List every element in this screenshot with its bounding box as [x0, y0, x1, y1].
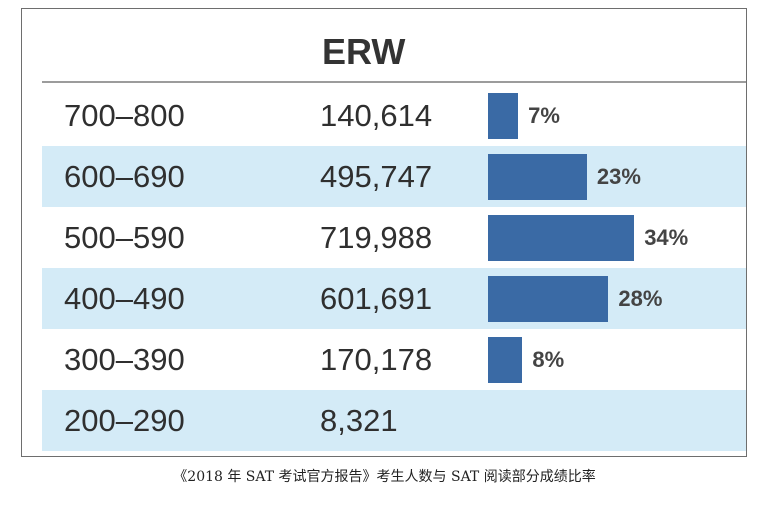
table-row: 700–800 140,614 7% [42, 85, 746, 146]
score-range-label: 400–490 [64, 281, 185, 316]
table-row: 500–590 719,988 34% [42, 207, 746, 268]
column-header: ERW [322, 31, 406, 72]
student-count: 719,988 [320, 220, 433, 255]
percent-bar [488, 276, 609, 322]
score-table: ERW 700–800 140,614 7% 600–690 495,747 23% 500… [21, 8, 747, 457]
score-range-label: 700–800 [64, 98, 185, 133]
table-row: 600–690 495,747 23% [42, 146, 746, 207]
student-count: 601,691 [320, 281, 433, 316]
student-count: 495,747 [320, 159, 433, 194]
student-count: 8,321 [320, 403, 398, 438]
percent-label: 28% [618, 286, 663, 311]
student-count: 170,178 [320, 342, 433, 377]
table-row: 300–390 170,178 8% [42, 329, 746, 390]
percent-bar [488, 215, 635, 261]
percent-bar [488, 337, 523, 383]
table-row: 200–290 8,321 [42, 390, 746, 451]
percent-bar [488, 93, 519, 139]
score-range-label: 200–290 [64, 403, 185, 438]
score-range-label: 500–590 [64, 220, 185, 255]
table-row: 400–490 601,691 28% [42, 268, 746, 329]
percent-bar [488, 154, 587, 200]
score-range-label: 600–690 [64, 159, 185, 194]
percent-label: 8% [532, 347, 565, 372]
percent-label: 7% [528, 103, 560, 128]
percent-label: 34% [644, 225, 689, 250]
student-count: 140,614 [320, 98, 433, 133]
header-divider [42, 81, 746, 83]
figure-caption: 《2018 年 SAT 考试官方报告》考生人数与 SAT 阅读部分成绩比率 [173, 469, 596, 485]
score-range-label: 300–390 [64, 342, 185, 377]
percent-label: 23% [596, 164, 641, 189]
